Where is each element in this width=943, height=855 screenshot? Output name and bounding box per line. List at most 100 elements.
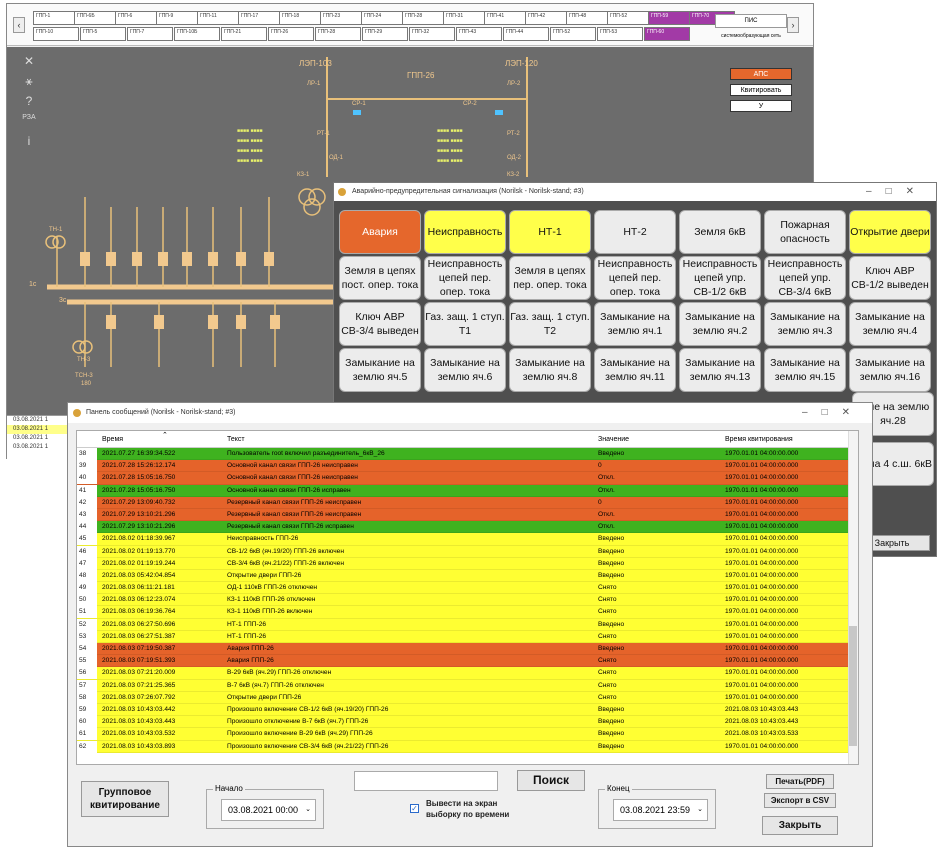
table-row[interactable]: 57 2021.08.03 07:21:25.365 В-7 6кВ (яч.7) … <box>77 679 858 692</box>
table-row[interactable]: 55 2021.08.03 07:19:51.393 Авария ГПП-26 Сн… <box>77 655 858 668</box>
alarm-button[interactable]: Открытие двери <box>849 210 931 254</box>
table-row[interactable]: 41 2021.07.28 15:05:16.750 Основной канал … <box>77 484 858 497</box>
tool-icon-4[interactable]: i <box>27 134 31 148</box>
nav-next-button[interactable]: › <box>787 17 799 33</box>
tool-icon-1[interactable]: ⚹ <box>25 74 33 88</box>
time-filter-checkbox[interactable]: ✓ <box>410 804 419 813</box>
tool-icon-2[interactable]: ? <box>25 94 33 108</box>
substation-cell[interactable]: ГПП-42 <box>525 11 571 25</box>
table-row[interactable]: 52 2021.08.03 06:27:50.696 НТ-1 ГПП-26 Введ… <box>77 618 858 631</box>
table-row[interactable]: 40 2021.07.28 15:05:16.750 Основной канал … <box>77 472 858 485</box>
alarm-button[interactable]: Неисправность цепей упр. СВ-1/2 6кВ <box>679 256 761 300</box>
alarm-button[interactable]: НТ-2 <box>594 210 676 254</box>
alarm-button[interactable]: Газ. защ. 1 ступ. Т1 <box>424 302 506 346</box>
substation-cell[interactable]: ГПП-52 <box>607 11 653 25</box>
table-scrollbar[interactable] <box>848 431 858 764</box>
aps-button[interactable]: АПС <box>730 68 792 80</box>
table-row[interactable]: 45 2021.08.02 01:18:39.967 Неисправность Г… <box>77 533 858 546</box>
column-time[interactable]: Время <box>102 436 124 443</box>
alarm-button[interactable]: НТ-1 <box>509 210 591 254</box>
substation-cell[interactable]: ГПП-21 <box>221 27 267 41</box>
alarm-button[interactable]: Замыкание на землю яч.2 <box>679 302 761 346</box>
alarm-button[interactable]: Замыкание на землю яч.13 <box>679 348 761 392</box>
alarm-button[interactable]: Земля 6кВ <box>679 210 761 254</box>
table-row[interactable]: 39 2021.07.28 15:26:12.174 Основной канал … <box>77 460 858 473</box>
sort-chevron-icon[interactable]: ⌃ <box>162 432 168 439</box>
table-row[interactable]: 42 2021.07.29 13:09:40.732 Резервный канал… <box>77 496 858 509</box>
table-row[interactable]: 38 2021.07.27 16:39:34.522 Пользователь ro… <box>77 448 858 461</box>
substation-cell[interactable]: ГПП-32 <box>409 27 455 41</box>
u-button[interactable]: У <box>730 100 792 112</box>
substation-cell[interactable]: ГПП-43 <box>456 27 502 41</box>
substation-cell[interactable]: ГПП-23 <box>320 11 366 25</box>
start-date-select[interactable]: 03.08.2021 00:00 ⌄ <box>221 799 316 821</box>
nav-prev-button[interactable]: ‹ <box>13 17 25 33</box>
table-row[interactable]: 58 2021.08.03 07:26:07.792 Открытие двери … <box>77 691 858 704</box>
table-row[interactable]: 43 2021.07.29 13:10:21.296 Резервный канал… <box>77 508 858 522</box>
alarm-button[interactable]: Замыкание на землю яч.15 <box>764 348 846 392</box>
tool-icon-0[interactable]: ✕ <box>23 54 35 68</box>
alarm-button[interactable]: Замыкание на землю яч.1 <box>594 302 676 346</box>
alarm-button[interactable]: Земля в цепях пост. опер. тока <box>339 256 421 300</box>
close-button[interactable]: Закрыть <box>762 816 838 835</box>
table-row[interactable]: 62 2021.08.03 10:43:03.893 Произошло включ… <box>77 740 858 753</box>
table-row[interactable]: 51 2021.08.03 06:19:36.764 КЗ-1 110кВ ГПП-… <box>77 606 858 619</box>
column-text[interactable]: Текст <box>227 436 245 443</box>
alarm-button[interactable]: Замыкание на землю яч.11 <box>594 348 676 392</box>
column-value[interactable]: Значение <box>598 436 630 443</box>
table-row[interactable]: 59 2021.08.03 10:43:03.442 Произошло включ… <box>77 703 858 717</box>
scrollbar-thumb[interactable] <box>849 626 857 746</box>
substation-cell[interactable]: ГПП-1 <box>33 11 79 25</box>
alarm-button[interactable]: Замыкание на землю яч.5 <box>339 348 421 392</box>
substation-cell[interactable]: ГПП-5 <box>80 27 126 41</box>
table-row[interactable]: 44 2021.07.29 13:10:21.296 Резервный канал… <box>77 521 858 534</box>
substation-cell[interactable]: ГПП-10 <box>33 27 79 41</box>
group-acknowledge-button[interactable]: Групповое квитирование <box>81 781 169 817</box>
substation-cell[interactable]: ГПП-59 <box>648 11 694 25</box>
alarm-button[interactable]: Замыкание на землю яч.8 <box>509 348 591 392</box>
window-controls[interactable]: –□✕ <box>866 186 928 197</box>
substation-cell[interactable]: ГПП-41 <box>484 11 530 25</box>
table-row[interactable]: 56 2021.08.03 07:21:20.009 В-29 6кВ (яч.29… <box>77 667 858 680</box>
acknowledge-button[interactable]: Квитировать <box>730 84 792 96</box>
table-row[interactable]: 60 2021.08.03 10:43:03.443 Произошло отклю… <box>77 716 858 729</box>
substation-cell[interactable]: ГПП-48 <box>566 11 612 25</box>
alarm-button[interactable]: Замыкание на землю яч.3 <box>764 302 846 346</box>
substation-cell[interactable]: ГПП-53 <box>597 27 643 41</box>
search-input[interactable] <box>354 771 498 791</box>
search-button[interactable]: Поиск <box>517 770 585 791</box>
table-row[interactable]: 46 2021.08.02 01:19:13.770 СВ-1/2 6кВ (яч.… <box>77 545 858 558</box>
substation-cell[interactable]: ГПП-7 <box>127 27 173 41</box>
alarm-button[interactable]: Неисправность цепей упр. СВ-3/4 6кВ <box>764 256 846 300</box>
substation-cell[interactable]: ГПП-28 <box>315 27 361 41</box>
substation-cell[interactable]: ГПП-26 <box>268 27 314 41</box>
alarm-button[interactable]: Земля в цепях пер. опер. тока <box>509 256 591 300</box>
alarm-button[interactable]: Замыкание на землю яч.16 <box>849 348 931 392</box>
table-row[interactable]: 50 2021.08.03 06:12:23.074 КЗ-1 110кВ ГПП-… <box>77 594 858 607</box>
print-pdf-button[interactable]: Печать(PDF) <box>766 774 834 789</box>
alarm-button[interactable]: Ключ АВР СВ-1/2 выведен <box>849 256 931 300</box>
column-ack-time[interactable]: Время квитирования <box>725 436 793 443</box>
tool-icon-3[interactable]: РЗА <box>22 114 36 121</box>
alarm-button[interactable]: Неисправность цепей пер. опер. тока <box>424 256 506 300</box>
export-csv-button[interactable]: Экспорт в CSV <box>764 793 836 808</box>
substation-cell[interactable]: ГПП-11 <box>197 11 243 25</box>
substation-cell[interactable]: ГПП-44 <box>503 27 549 41</box>
alarm-button[interactable]: Авария <box>339 210 421 254</box>
substation-cell[interactable]: ГПП-52 <box>550 27 596 41</box>
substation-cell[interactable]: ГПП-18 <box>279 11 325 25</box>
table-row[interactable]: 54 2021.08.03 07:19:50.387 Авария ГПП-26 Вв… <box>77 643 858 656</box>
substation-cell[interactable]: ГПП-6 <box>115 11 161 25</box>
alarm-button[interactable]: Газ. защ. 1 ступ. Т2 <box>509 302 591 346</box>
substation-cell[interactable]: ГПП-28 <box>402 11 448 25</box>
table-row[interactable]: 48 2021.08.03 05:42:04.854 Открытие двери … <box>77 569 858 583</box>
substation-cell[interactable]: ГПП-10Б <box>174 27 220 41</box>
alarm-button[interactable]: Пожарная опасность <box>764 210 846 254</box>
alarm-button[interactable]: Неисправность цепей пер. опер. тока <box>594 256 676 300</box>
table-row[interactable]: 61 2021.08.03 10:43:03.532 Произошло включ… <box>77 728 858 741</box>
alarm-button[interactable]: Замыкание на землю яч.6 <box>424 348 506 392</box>
substation-cell[interactable]: ГПП-17 <box>238 11 284 25</box>
table-row[interactable]: 53 2021.08.03 06:27:51.387 НТ-1 ГПП-26 Снят… <box>77 630 858 643</box>
substation-cell[interactable]: ГПП-60 <box>644 27 690 41</box>
end-date-select[interactable]: 03.08.2021 23:59 ⌄ <box>613 799 708 821</box>
